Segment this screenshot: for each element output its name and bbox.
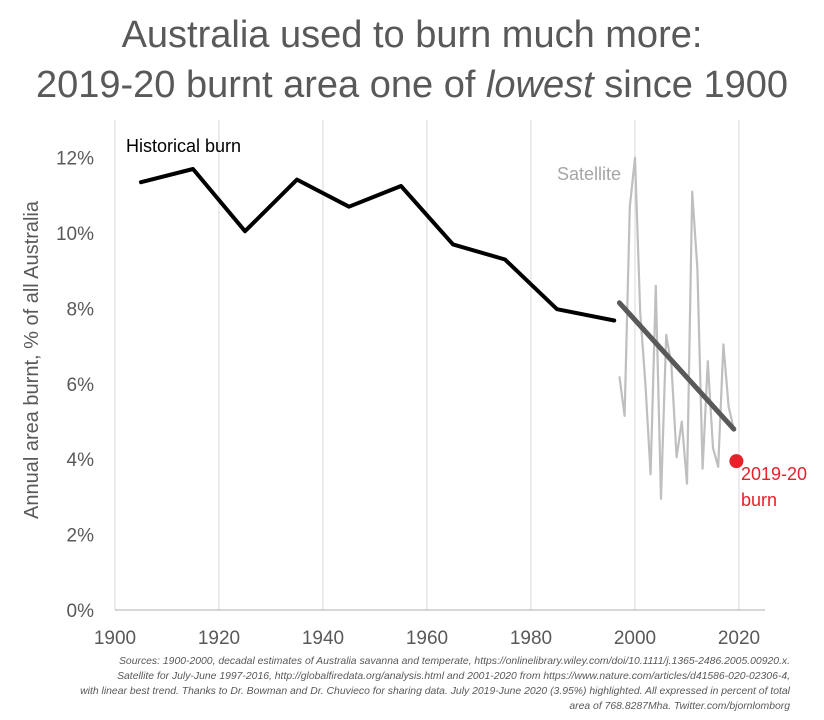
trend-line: [616, 300, 737, 432]
y-tick-label: 4%: [67, 450, 95, 471]
title-line-2: 2019-20 burnt area one of lowest since 1…: [0, 60, 824, 110]
y-tick-labels: 0% 2% 4% 6% 8% 10% 12%: [56, 149, 94, 622]
title-line-2-start: 2019-20 burnt area one of: [35, 64, 486, 106]
burnt-area-chart: 0% 2% 4% 6% 8% 10% 12% 1900 1920 1940 1960 1980 200…: [21, 120, 807, 649]
y-tick-label: 0%: [67, 601, 95, 622]
satellite-line: [618, 156, 735, 500]
x-tick-label: 1980: [510, 628, 552, 649]
y-tick-label: 2%: [67, 526, 95, 547]
highlight-point-2019-20: [729, 454, 744, 469]
title-line-2-end: since 1900: [593, 64, 789, 106]
y-tick-label: 8%: [67, 299, 95, 320]
historical-burn-label: Historical burn: [126, 136, 241, 156]
title-emphasis: lowest: [485, 64, 594, 106]
sources-line: area of 768.8287Mha. Twitter.com/bjornlo…: [569, 701, 790, 712]
title-line-1: Australia used to burn much more:: [121, 14, 703, 56]
y-tick-label: 10%: [56, 224, 94, 245]
sources-line: Satellite for July-June 1997-2016, http:…: [117, 671, 790, 682]
sources-note: Sources: 1900-2000, decadal estimates of…: [20, 654, 790, 714]
y-tick-label: 12%: [56, 149, 94, 170]
x-tick-label: 2020: [718, 628, 760, 649]
historical-burn-line: [139, 167, 617, 323]
x-tick-label: 2000: [614, 628, 656, 649]
x-tick-label: 1900: [94, 628, 136, 649]
x-tick-labels: 1900 1920 1940 1960 1980 2000 2020: [94, 628, 760, 649]
sources-line: with linear best trend. Thanks to Dr. Bo…: [80, 686, 790, 697]
sources-line: Sources: 1900-2000, decadal estimates of…: [119, 656, 790, 667]
x-tick-label: 1940: [302, 628, 344, 649]
data-series: [139, 156, 744, 500]
x-tick-label: 1920: [198, 628, 240, 649]
y-tick-label: 6%: [67, 375, 95, 396]
highlight-label-line-2: burn: [741, 490, 777, 510]
chart-title: Australia used to burn much more: 2019-2…: [0, 10, 824, 110]
satellite-label: Satellite: [557, 164, 621, 184]
highlight-label-line-1: 2019-20: [741, 464, 807, 484]
x-tick-label: 1960: [406, 628, 448, 649]
y-axis-label: Annual area burnt, % of all Australia: [21, 200, 43, 519]
